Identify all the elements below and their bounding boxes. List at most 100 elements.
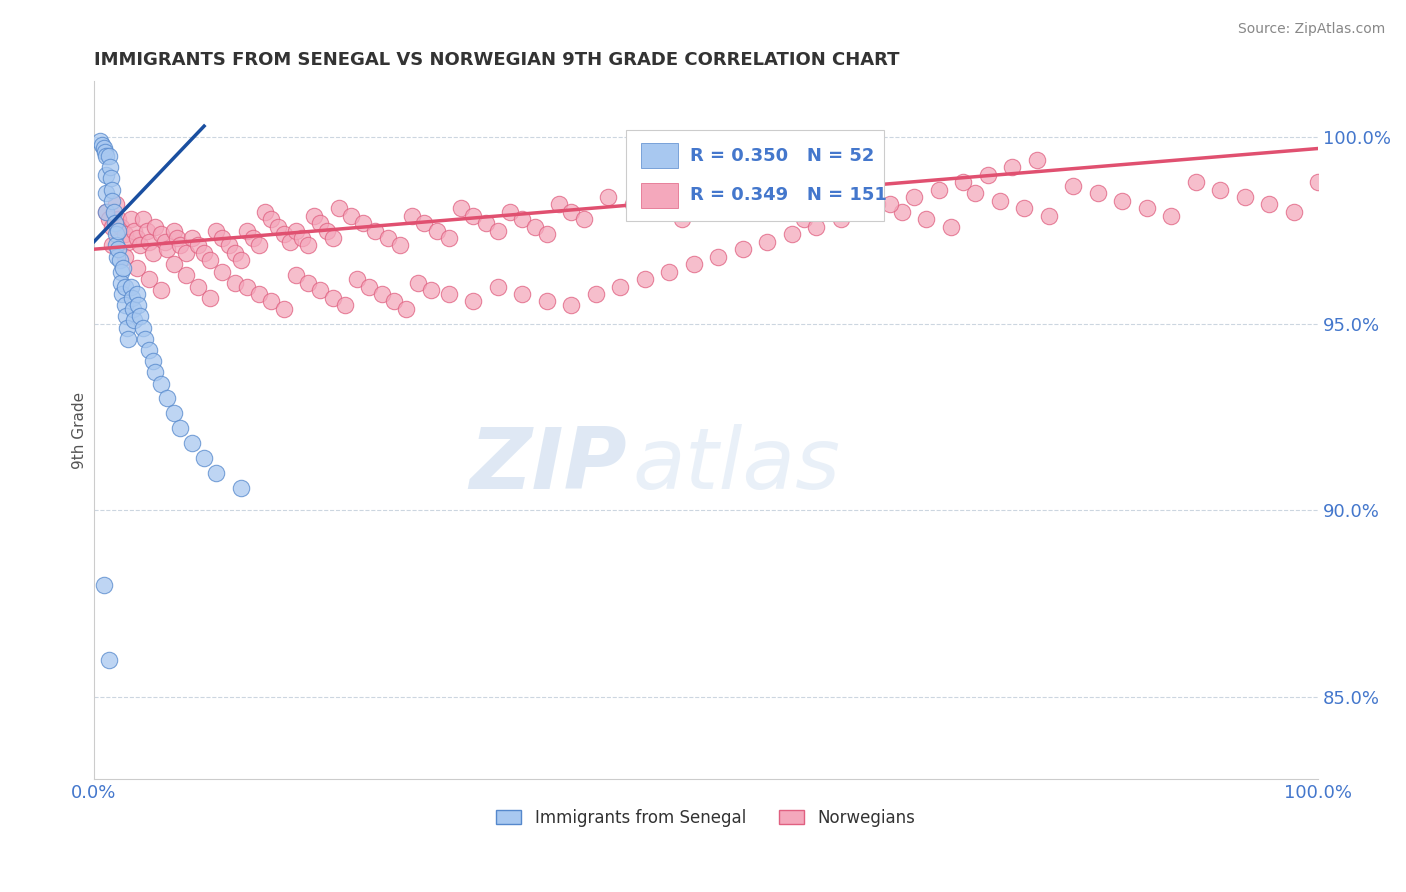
Point bbox=[218, 238, 240, 252]
Point bbox=[853, 205, 876, 219]
FancyBboxPatch shape bbox=[641, 143, 678, 168]
Point bbox=[104, 216, 127, 230]
Point bbox=[879, 197, 901, 211]
Point bbox=[512, 212, 534, 227]
Point bbox=[150, 376, 173, 391]
Point bbox=[117, 235, 139, 249]
FancyBboxPatch shape bbox=[641, 183, 678, 208]
Point bbox=[224, 276, 246, 290]
Point bbox=[401, 209, 423, 223]
Point bbox=[117, 332, 139, 346]
Point bbox=[486, 279, 509, 293]
Point bbox=[125, 287, 148, 301]
Point bbox=[952, 175, 974, 189]
Point bbox=[112, 260, 135, 275]
Point bbox=[107, 212, 129, 227]
Point bbox=[110, 219, 132, 234]
Point bbox=[98, 160, 121, 174]
Point bbox=[1136, 201, 1159, 215]
Point bbox=[1087, 186, 1109, 201]
Point bbox=[645, 205, 668, 219]
Point bbox=[1184, 175, 1206, 189]
Point bbox=[817, 182, 839, 196]
Point bbox=[419, 283, 441, 297]
Point bbox=[793, 212, 815, 227]
Point bbox=[200, 253, 222, 268]
Point bbox=[169, 421, 191, 435]
Point bbox=[247, 238, 270, 252]
Point bbox=[523, 219, 546, 234]
Point bbox=[114, 310, 136, 324]
Point bbox=[93, 141, 115, 155]
Point bbox=[96, 186, 118, 201]
Legend: Immigrants from Senegal, Norwegians: Immigrants from Senegal, Norwegians bbox=[489, 802, 922, 833]
Point bbox=[297, 276, 319, 290]
Point bbox=[205, 223, 228, 237]
Point bbox=[124, 223, 146, 237]
Point bbox=[97, 149, 120, 163]
Point bbox=[242, 231, 264, 245]
Point bbox=[304, 209, 326, 223]
Point bbox=[193, 246, 215, 260]
Point bbox=[150, 227, 173, 242]
Point bbox=[437, 231, 460, 245]
Point bbox=[359, 279, 381, 293]
Point bbox=[333, 298, 356, 312]
Point bbox=[120, 212, 142, 227]
Point bbox=[780, 227, 803, 242]
Point bbox=[426, 223, 449, 237]
Point bbox=[104, 197, 127, 211]
Point bbox=[658, 264, 681, 278]
Point bbox=[278, 235, 301, 249]
Point bbox=[585, 287, 607, 301]
Point bbox=[162, 223, 184, 237]
Point bbox=[138, 343, 160, 357]
Point bbox=[121, 291, 143, 305]
Point bbox=[162, 406, 184, 420]
Point bbox=[96, 168, 118, 182]
Point bbox=[94, 145, 117, 160]
Point bbox=[111, 287, 134, 301]
Point bbox=[352, 216, 374, 230]
Point bbox=[560, 298, 582, 312]
Point bbox=[125, 260, 148, 275]
Point bbox=[756, 235, 779, 249]
Point bbox=[156, 242, 179, 256]
Point bbox=[309, 283, 332, 297]
Point bbox=[1258, 197, 1281, 211]
Point bbox=[96, 149, 118, 163]
Point bbox=[413, 216, 436, 230]
Point bbox=[695, 182, 717, 196]
Point bbox=[187, 238, 209, 252]
Point bbox=[364, 223, 387, 237]
Point bbox=[976, 168, 998, 182]
Point bbox=[548, 197, 571, 211]
Point bbox=[1160, 209, 1182, 223]
Text: atlas: atlas bbox=[633, 424, 841, 507]
Point bbox=[91, 137, 114, 152]
FancyBboxPatch shape bbox=[627, 130, 883, 221]
Point bbox=[169, 238, 191, 252]
Point bbox=[1111, 194, 1133, 208]
Point bbox=[598, 190, 620, 204]
Point bbox=[101, 219, 124, 234]
Point bbox=[180, 436, 202, 450]
Point bbox=[132, 320, 155, 334]
Text: ZIP: ZIP bbox=[468, 424, 627, 507]
Point bbox=[830, 212, 852, 227]
Point bbox=[340, 209, 363, 223]
Point bbox=[193, 451, 215, 466]
Point bbox=[609, 279, 631, 293]
Point bbox=[105, 250, 128, 264]
Point bbox=[536, 227, 558, 242]
Point bbox=[122, 301, 145, 316]
Point bbox=[273, 301, 295, 316]
Point bbox=[284, 223, 307, 237]
Point bbox=[512, 287, 534, 301]
Point bbox=[120, 279, 142, 293]
Point bbox=[180, 231, 202, 245]
Point bbox=[382, 294, 405, 309]
Point bbox=[127, 298, 149, 312]
Point bbox=[114, 298, 136, 312]
Point bbox=[328, 201, 350, 215]
